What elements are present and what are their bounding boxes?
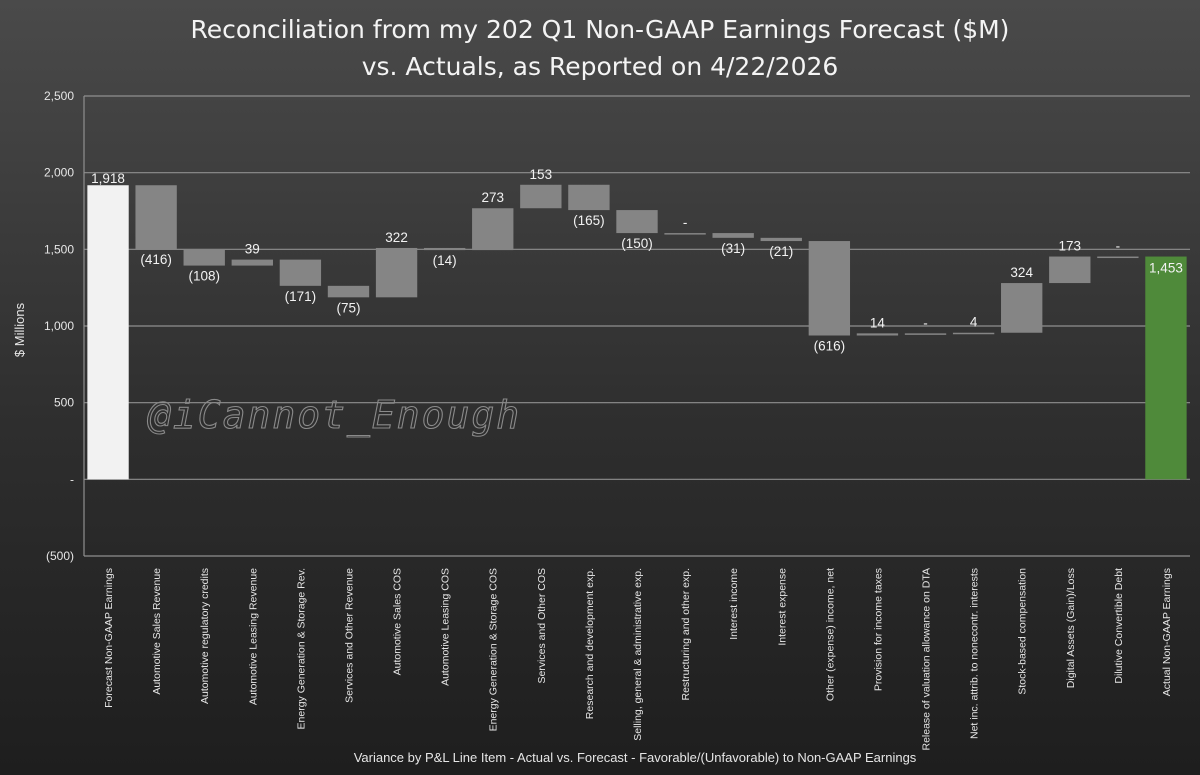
bar [183,249,225,266]
bar [472,208,514,251]
bar [952,332,995,335]
y-tick-label: 1,000 [44,319,74,333]
data-label: 14 [870,315,886,330]
data-label: - [683,215,688,230]
bar [904,333,947,335]
x-axis-title: Variance by P&L Line Item - Actual vs. F… [354,750,917,765]
x-tick-label: Release of valuation allowance on DTA [921,568,933,751]
bar [712,233,754,238]
data-label: 273 [481,190,504,205]
y-axis-ticks: 2,500 2,000 1,500 1,000 500 - (500) [44,89,74,563]
bar [616,210,658,234]
data-label: 324 [1010,265,1033,280]
bar [1097,256,1139,259]
data-label: (31) [721,241,745,256]
x-tick-label: Automotive regulatory credits [199,568,211,704]
x-tick-label: Research and development exp. [584,568,596,719]
y-tick-label: (500) [46,549,74,563]
chart-subtitle: vs. Actuals, as Reported on 4/22/2026 [362,52,839,81]
x-tick-label: Energy Generation & Storage COS [488,568,500,731]
x-tick-label: Actual Non-GAAP Earnings [1161,568,1173,696]
bar [808,241,851,336]
bar [279,259,322,286]
data-label: (171) [285,289,317,304]
x-tick-label: Net inc. attrib. to nonecontr. interests [969,568,981,739]
bar [327,285,370,298]
bar [520,184,562,209]
data-label: 1,918 [91,171,125,186]
bars [87,184,1187,480]
chart-title: Reconciliation from my 202 Q1 Non-GAAP E… [191,15,1010,44]
data-label: (14) [433,253,457,268]
y-tick-label: 2,000 [44,166,74,180]
bar [423,247,466,251]
y-tick-label: 1,500 [44,242,74,256]
x-axis-ticks: Forecast Non-GAAP Earnings Automotive Sal… [103,568,1173,751]
data-label: (21) [769,244,793,259]
bar [664,233,706,235]
y-tick-label: 2,500 [44,89,74,103]
data-label: (150) [621,236,653,251]
data-label: 153 [530,167,553,182]
x-tick-label: Automotive Leasing COS [440,568,452,686]
x-tick-label: Services and Other Revenue [343,568,355,703]
data-label: (165) [573,213,605,228]
bar [856,333,899,336]
data-label: - [923,315,928,330]
data-label: 4 [970,315,978,330]
bar [1049,256,1091,284]
bar [1145,256,1187,480]
y-tick-label: - [70,472,74,486]
data-label: (108) [188,269,220,284]
data-label: 173 [1059,239,1082,254]
bar [568,184,610,211]
x-tick-label: Services and Other COS [536,568,548,684]
y-axis-title: $ Millions [12,302,27,357]
x-tick-label: Automotive Sales Revenue [151,568,163,695]
gridlines [83,95,1190,557]
watermark-text: @iCannot_Enough [147,393,521,438]
bar [1001,283,1043,333]
data-label: (416) [140,252,172,267]
bar [231,259,273,266]
x-tick-label: Provision for income taxes [872,568,884,691]
x-tick-label: Interest income [728,568,740,640]
x-tick-label: Automotive Leasing Revenue [247,568,259,705]
data-labels: 1,918 (416) (108) 39 (171) (75) 322 (14) 273 153 (… [91,167,1183,354]
bar [135,185,177,250]
x-tick-label: Dilutive Convertible Debt [1113,568,1125,684]
data-label: (616) [814,339,846,354]
bar [760,237,802,242]
bar [375,247,418,298]
x-tick-label: Selling, general & administrative exp. [632,568,644,741]
x-tick-label: Stock-based compensation [1017,568,1029,695]
data-label: - [1116,239,1121,254]
x-tick-label: Forecast Non-GAAP Earnings [103,568,115,708]
data-label: (75) [336,300,360,315]
x-tick-label: Restructuring and other exp. [680,568,692,701]
x-tick-label: Digital Assets (Gain)/Loss [1065,568,1077,688]
x-tick-label: Energy Generation & Storage Rev. [295,568,307,729]
bar [87,185,129,480]
x-tick-label: Other (expense) income, net [824,568,836,701]
data-label: 39 [245,242,260,257]
data-label: 322 [385,230,408,245]
x-tick-label: Interest expense [776,568,788,646]
x-tick-label: Automotive Sales COS [392,568,404,675]
data-label: 1,453 [1149,261,1183,276]
y-tick-label: 500 [54,396,74,410]
